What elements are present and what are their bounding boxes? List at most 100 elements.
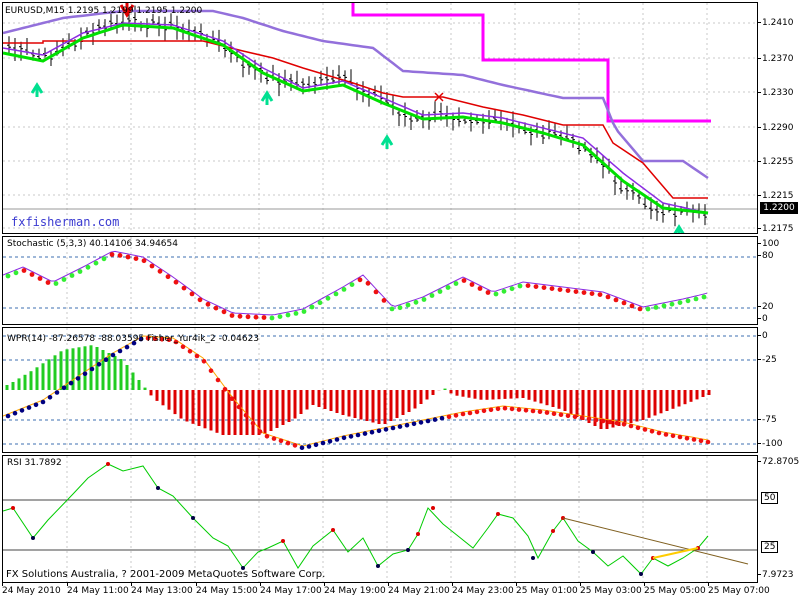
- rsi-dot: [31, 536, 35, 540]
- price-tick: 1.2330: [758, 88, 794, 98]
- wpr-tick: -25: [758, 355, 777, 365]
- wpr-dot: [474, 409, 480, 415]
- wpr-histogram-bar: [659, 390, 663, 414]
- stochastic-dot: [149, 263, 155, 269]
- wpr-dot: [649, 429, 655, 434]
- wpr-histogram-bar: [161, 390, 165, 406]
- wpr-histogram-bar: [95, 347, 99, 390]
- wpr-axis: 0 -25 -75 -100: [757, 327, 800, 453]
- stochastic-pane[interactable]: Stochastic (5,3,3) 40.14106 34.94654 100…: [0, 236, 800, 325]
- wpr-dot: [33, 402, 39, 408]
- copyright-text: FX Solutions Australia, ? 2001-2009 Meta…: [6, 569, 326, 580]
- wpr-histogram-bar: [53, 355, 57, 390]
- wpr-dot: [145, 336, 151, 341]
- wpr-dot: [250, 421, 256, 426]
- stochastic-dot: [349, 282, 355, 287]
- wpr-histogram-bar: [671, 390, 675, 409]
- wpr-histogram-bar: [569, 390, 573, 414]
- wpr-dot: [180, 344, 186, 349]
- wpr-histogram-bar: [347, 390, 351, 417]
- stochastic-dot: [277, 314, 283, 319]
- rsi-axis: 72.8705 7.9723: [757, 455, 800, 583]
- wpr-histogram-bar: [467, 390, 471, 398]
- wpr-histogram-bar: [557, 390, 561, 409]
- wpr-plot[interactable]: WPR(14) -87.26578 -88.03595 Fisher_Yur4i…: [2, 327, 758, 453]
- stochastic-tick: 0: [758, 314, 768, 324]
- stochastic-title: Stochastic (5,3,3) 40.14106 34.94654: [7, 239, 178, 249]
- stochastic-dot: [637, 306, 643, 312]
- stochastic-dot: [629, 303, 635, 309]
- wpr-histogram-bar: [545, 390, 549, 406]
- wpr-dot: [376, 428, 382, 434]
- wpr-dot: [537, 409, 543, 414]
- wpr-histogram-bar: [137, 380, 141, 390]
- stochastic-plot[interactable]: Stochastic (5,3,3) 40.14106 34.94654: [2, 236, 758, 325]
- wpr-histogram-bar: [227, 390, 231, 435]
- rsi-pane[interactable]: RSI 31.7892 72.8705 7.9723 50 25: [0, 455, 800, 583]
- rsi-plot[interactable]: RSI 31.7892: [2, 455, 758, 583]
- price-tick: 1.2290: [758, 123, 794, 133]
- stochastic-dot: [461, 278, 467, 283]
- stochastic-dot: [173, 279, 179, 285]
- stochastic-dot: [189, 291, 195, 297]
- stochastic-tick: 80: [757, 251, 774, 261]
- wpr-chart: [3, 328, 757, 452]
- wpr-histogram-bar: [425, 390, 429, 400]
- wpr-dot: [292, 443, 298, 448]
- wpr-dot: [397, 424, 403, 429]
- rsi-tick: 72.8705: [757, 457, 800, 467]
- wpr-dot: [306, 444, 312, 449]
- wpr-dot: [348, 434, 354, 439]
- stochastic-dot: [101, 256, 107, 262]
- wpr-histogram-bar: [185, 390, 189, 422]
- wpr-dot: [460, 411, 466, 417]
- wpr-dot: [635, 425, 641, 431]
- wpr-dot: [96, 362, 102, 367]
- wpr-histogram-bar: [83, 346, 87, 390]
- stochastic-dot: [597, 292, 603, 297]
- wpr-histogram-bar: [473, 390, 477, 399]
- wpr-dot: [334, 437, 340, 442]
- rsi-dot: [191, 516, 195, 520]
- wpr-histogram-bar: [401, 390, 405, 415]
- wpr-title: WPR(14) -87.26578 -88.03595 Fisher_Yur4i…: [7, 334, 260, 344]
- wpr-tick: -75: [758, 415, 777, 425]
- wpr-histogram-bar: [587, 390, 591, 423]
- wpr-dot: [26, 405, 32, 410]
- wpr-histogram-bar: [431, 390, 435, 395]
- wpr-histogram-bar: [281, 390, 285, 425]
- stochastic-dot: [589, 291, 595, 296]
- stochastic-dot: [493, 291, 499, 297]
- wpr-histogram-bar: [209, 390, 213, 431]
- wpr-histogram-bar: [683, 390, 687, 405]
- price-pane[interactable]: EURUSD,M15 1.2195 1.2199 1.2195 1.2200 f…: [0, 0, 800, 234]
- rsi-dot: [591, 550, 595, 554]
- stochastic-dot: [533, 284, 539, 289]
- wpr-tick: 0: [758, 331, 768, 341]
- wpr-dot: [579, 415, 585, 421]
- stochastic-dot: [373, 289, 379, 295]
- violet-ma-line: [3, 22, 709, 214]
- wpr-histogram-bar: [695, 390, 699, 400]
- time-label: 25 May 03:00: [580, 583, 642, 596]
- rsi-dot: [639, 572, 643, 576]
- stochastic-dot: [365, 280, 371, 286]
- wpr-histogram-bar: [59, 351, 63, 390]
- wpr-histogram-bar: [107, 353, 111, 390]
- rsi-chart: [3, 456, 757, 582]
- wpr-dot: [173, 339, 179, 345]
- wpr-histogram-bar: [323, 390, 327, 409]
- wpr-histogram-bar: [167, 390, 171, 410]
- wpr-pane[interactable]: WPR(14) -87.26578 -88.03595 Fisher_Yur4i…: [0, 327, 800, 453]
- sell-arrow-icon: [119, 3, 135, 18]
- wpr-histogram-bar: [263, 390, 267, 434]
- rsi-dot: [241, 566, 245, 570]
- wpr-histogram-bar: [371, 390, 375, 423]
- wpr-dot: [530, 408, 536, 414]
- price-plot[interactable]: EURUSD,M15 1.2195 1.2199 1.2195 1.2200 f…: [2, 2, 758, 234]
- stochastic-dot: [581, 290, 587, 295]
- price-axis: 1.2410 1.2370 1.2330 1.2290 1.2255 1.221…: [758, 2, 800, 234]
- wpr-histogram-bar: [611, 390, 615, 428]
- rsi-line: [3, 463, 709, 575]
- wpr-histogram-bar: [71, 348, 75, 390]
